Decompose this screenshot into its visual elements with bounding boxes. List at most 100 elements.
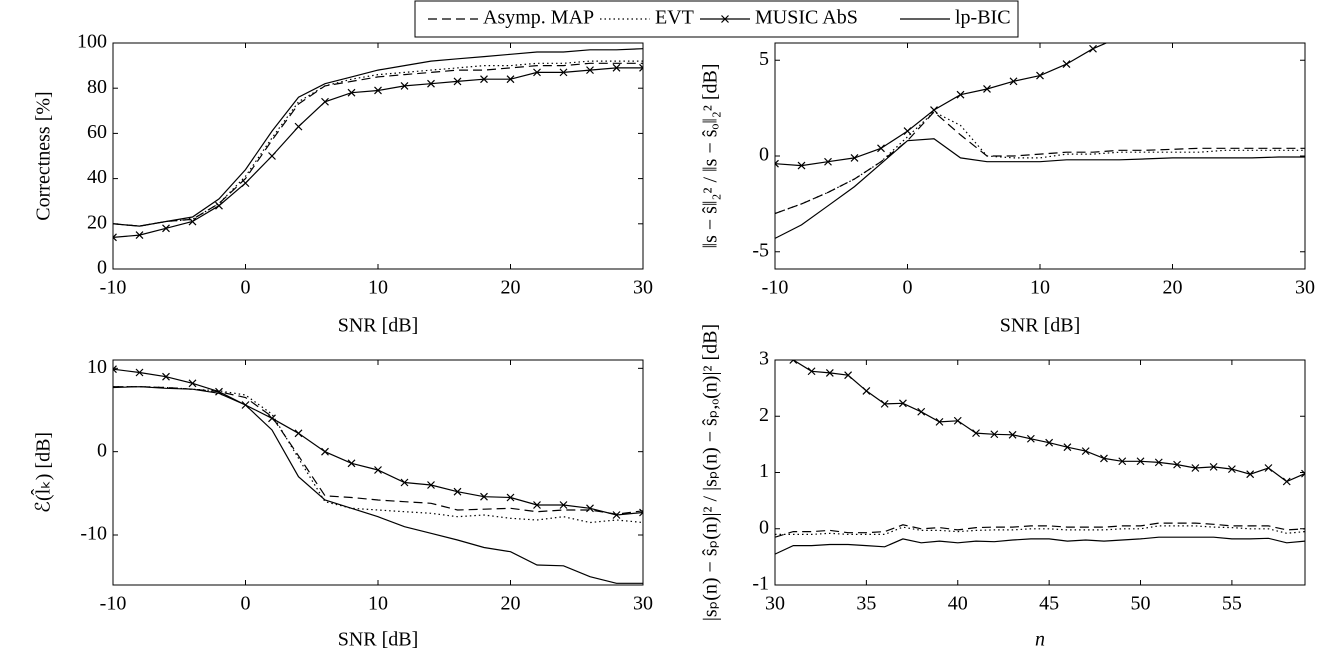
marker (1008, 430, 1017, 439)
marker (215, 201, 223, 210)
marker (935, 417, 944, 426)
marker (268, 414, 276, 423)
legend-label: Asymp. MAP (483, 7, 594, 29)
plot-frame (774, 42, 1306, 270)
marker (850, 153, 859, 162)
marker (559, 501, 568, 509)
x-tick-label: 10 (368, 593, 388, 615)
marker (113, 233, 117, 242)
marker (321, 447, 329, 456)
marker (1026, 434, 1035, 443)
plot-frame (774, 359, 1306, 586)
marker (862, 387, 871, 395)
marker (1081, 447, 1090, 456)
x-tick-label: 0 (241, 277, 251, 299)
marker (347, 459, 356, 468)
legend-label: MUSIC AbS (755, 7, 858, 29)
series-line (113, 62, 643, 227)
marker (480, 492, 488, 501)
series-line (113, 386, 643, 584)
x-tick-label: 30 (633, 277, 653, 299)
x-tick-label: 40 (948, 593, 968, 615)
y-tick-label: 20 (87, 211, 107, 233)
marker (844, 371, 853, 380)
y-tick-label: 5 (759, 48, 769, 70)
marker (1100, 454, 1108, 463)
marker (1136, 457, 1145, 466)
series-line (792, 360, 1305, 483)
marker (639, 508, 643, 517)
series-line (113, 386, 643, 515)
marker (1116, 34, 1123, 41)
marker (427, 481, 435, 489)
series-line (113, 67, 643, 238)
y-tick-label: 3 (759, 348, 769, 370)
marker (917, 407, 926, 416)
marker (880, 399, 889, 408)
series-line (113, 386, 643, 524)
x-tick-label: 30 (765, 593, 785, 615)
marker (1227, 465, 1236, 474)
marker (559, 68, 568, 77)
y-tick-label: 0 (97, 257, 107, 279)
marker (772, 340, 779, 347)
x-tick-label: -10 (762, 277, 789, 299)
marker (990, 430, 999, 439)
x-tick-label: -10 (100, 277, 127, 299)
marker (453, 77, 462, 86)
x-tick-label: 50 (1131, 593, 1151, 615)
marker (506, 493, 515, 502)
plot-frame (112, 359, 644, 586)
marker (789, 360, 798, 364)
series-line (113, 368, 643, 516)
marker (1191, 464, 1200, 472)
marker (135, 231, 144, 240)
marker (268, 152, 276, 160)
marker (1264, 464, 1273, 472)
x-tick-label: 20 (501, 593, 521, 615)
marker (113, 365, 117, 374)
x-tick-label: 30 (1295, 277, 1315, 299)
marker (824, 157, 832, 166)
y-tick-label: 0 (759, 516, 769, 538)
plot-area (113, 365, 643, 584)
x-tick-label: 10 (1030, 277, 1050, 299)
marker (930, 106, 938, 114)
marker (797, 161, 806, 170)
marker (1062, 60, 1071, 68)
marker (400, 82, 409, 90)
marker (612, 511, 621, 519)
marker (825, 369, 834, 377)
x-tick-label: 45 (1039, 593, 1059, 615)
y-tick-label: 100 (77, 31, 107, 53)
marker (721, 15, 729, 23)
marker (1089, 44, 1097, 53)
x-tick-label: 35 (856, 593, 876, 615)
series-line (113, 48, 643, 227)
marker (453, 487, 462, 496)
marker (135, 368, 144, 377)
marker (1063, 443, 1072, 452)
marker (1282, 477, 1291, 486)
marker (374, 466, 382, 474)
y-tick-label: 80 (87, 76, 107, 98)
marker (899, 399, 907, 408)
marker (188, 379, 197, 388)
marker (1009, 77, 1018, 86)
series-line (775, 111, 1305, 215)
y-tick-label: 40 (87, 166, 107, 188)
marker (1301, 469, 1305, 478)
x-axis-label: SNR [dB] (338, 315, 419, 337)
marker (294, 429, 303, 438)
marker (612, 63, 621, 72)
marker (972, 429, 980, 438)
marker (427, 79, 435, 88)
y-tick-label: 0 (759, 144, 769, 166)
marker (1154, 458, 1163, 467)
x-tick-label: -10 (100, 593, 127, 615)
marker (374, 86, 382, 95)
x-tick-label: 0 (241, 593, 251, 615)
marker (1045, 438, 1054, 447)
plot-area (113, 48, 643, 242)
